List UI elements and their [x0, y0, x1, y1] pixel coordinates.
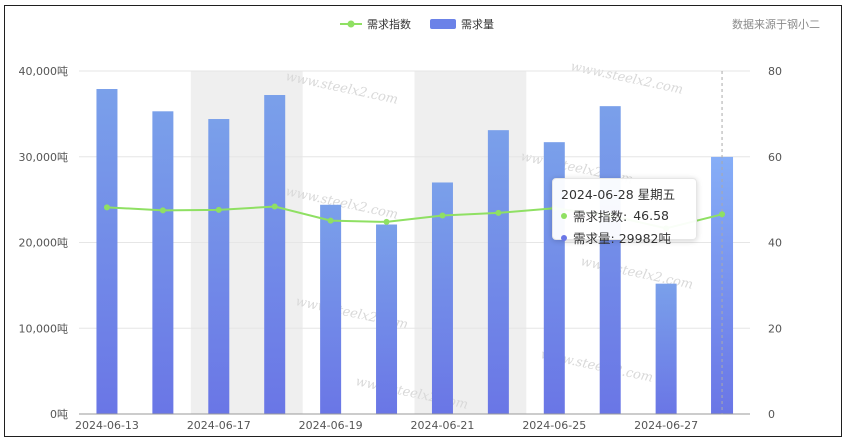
y-left-tick-label: 0吨: [50, 408, 68, 421]
y-right-tick-label: 60: [768, 151, 782, 164]
bar[interactable]: [376, 224, 398, 414]
x-tick-label: 2024-06-25: [522, 419, 586, 432]
x-tick-label: 2024-06-21: [410, 419, 474, 432]
y-left-tick-label: 10,000吨: [19, 322, 69, 335]
index-point[interactable]: [383, 218, 390, 225]
legend-bar-icon: [430, 19, 456, 29]
tooltip: 2024-06-28 星期五 需求指数: 46.58 需求量: 29982吨: [552, 178, 697, 246]
index-dot-icon: [561, 212, 567, 219]
watermark-text: www.steelx2.com: [569, 59, 684, 97]
bar[interactable]: [96, 89, 118, 414]
tooltip-volume-value: 29982吨: [618, 231, 671, 246]
y-right-tick-label: 80: [768, 65, 782, 78]
index-point[interactable]: [439, 212, 446, 219]
legend-label-volume: 需求量: [461, 18, 494, 31]
legend-dot-icon: [347, 20, 355, 28]
bar-series[interactable]: [96, 71, 734, 415]
watermark-text: www.steelx2.com: [579, 254, 694, 292]
y-left-tick-label: 40,000吨: [19, 65, 69, 78]
bar[interactable]: [599, 106, 621, 414]
index-point[interactable]: [159, 207, 166, 214]
x-tick-label: 2024-06-13: [75, 419, 139, 432]
volume-dot-icon: [561, 234, 567, 241]
index-point[interactable]: [495, 209, 502, 216]
x-tick-label: 2024-06-27: [634, 419, 698, 432]
bar[interactable]: [208, 119, 230, 415]
tooltip-row-index: 需求指数: 46.58: [561, 206, 688, 225]
index-point[interactable]: [719, 211, 726, 218]
index-point[interactable]: [271, 203, 278, 210]
bar[interactable]: [264, 95, 286, 414]
tooltip-volume-label: 需求量:: [573, 231, 615, 246]
index-point[interactable]: [215, 206, 222, 213]
legend[interactable]: 需求指数 需求量: [340, 17, 494, 31]
x-tick-label: 2024-06-19: [299, 419, 363, 432]
bar[interactable]: [320, 204, 342, 414]
y-left-tick-label: 20,000吨: [19, 237, 69, 250]
y-left-tick-label: 30,000吨: [19, 151, 69, 164]
bar[interactable]: [487, 130, 509, 415]
bar[interactable]: [655, 283, 677, 414]
index-point[interactable]: [327, 217, 334, 224]
legend-item-index[interactable]: 需求指数: [340, 17, 411, 31]
bar[interactable]: [152, 111, 174, 415]
index-point[interactable]: [103, 204, 110, 211]
bar[interactable]: [431, 182, 453, 414]
legend-label-index: 需求指数: [367, 17, 411, 31]
legend-item-volume[interactable]: 需求量: [430, 18, 494, 31]
source-note: 数据来源于钢小二: [732, 17, 820, 31]
x-tick-label: 2024-06-17: [187, 419, 251, 432]
tooltip-title: 2024-06-28 星期五: [561, 187, 676, 202]
y-right-tick-label: 0: [768, 408, 775, 421]
bar[interactable]: [711, 156, 734, 414]
y-right-tick-label: 20: [768, 322, 782, 335]
y-right-tick-label: 40: [768, 237, 782, 250]
axes: 0吨 10,000吨 20,000吨 30,000吨 40,000吨 0 20 40 60 80 2…: [19, 65, 783, 432]
tooltip-index-label: 需求指数:: [573, 209, 628, 224]
tooltip-index-value: 46.58: [633, 208, 670, 223]
tooltip-row-volume: 需求量: 29982吨: [561, 228, 688, 247]
